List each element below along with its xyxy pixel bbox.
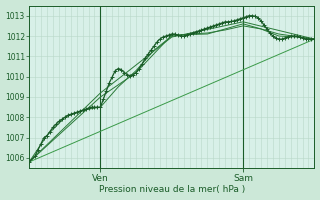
X-axis label: Pression niveau de la mer( hPa ): Pression niveau de la mer( hPa )	[99, 185, 245, 194]
